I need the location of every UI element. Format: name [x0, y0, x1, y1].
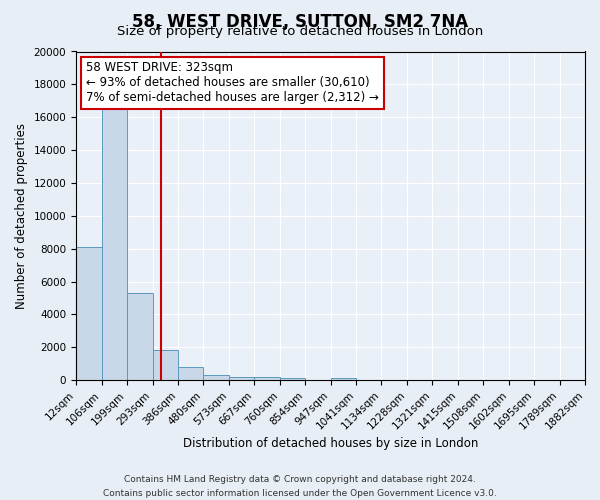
Bar [203, 375, 229, 380]
Bar [127, 293, 152, 380]
Text: Size of property relative to detached houses in London: Size of property relative to detached ho… [117, 25, 483, 38]
Bar [280, 378, 305, 380]
Bar [331, 378, 356, 380]
Y-axis label: Number of detached properties: Number of detached properties [15, 123, 28, 309]
Text: 58, WEST DRIVE, SUTTON, SM2 7NA: 58, WEST DRIVE, SUTTON, SM2 7NA [132, 12, 468, 30]
X-axis label: Distribution of detached houses by size in London: Distribution of detached houses by size … [183, 437, 478, 450]
Bar [229, 377, 254, 380]
Bar [152, 350, 178, 380]
Bar [254, 378, 280, 380]
Bar [178, 367, 203, 380]
Bar [101, 108, 127, 380]
Text: Contains HM Land Registry data © Crown copyright and database right 2024.
Contai: Contains HM Land Registry data © Crown c… [103, 476, 497, 498]
Text: 58 WEST DRIVE: 323sqm
← 93% of detached houses are smaller (30,610)
7% of semi-d: 58 WEST DRIVE: 323sqm ← 93% of detached … [86, 62, 379, 104]
Bar [76, 247, 101, 380]
